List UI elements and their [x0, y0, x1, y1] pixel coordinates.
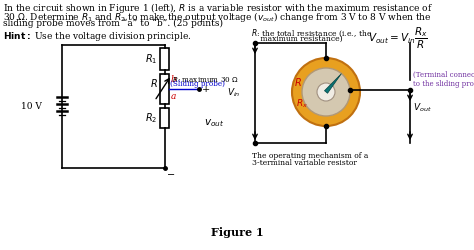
- Text: a: a: [171, 92, 176, 101]
- Text: $R$: maximum 30 $\Omega$: $R$: maximum 30 $\Omega$: [173, 75, 239, 84]
- Circle shape: [302, 68, 350, 116]
- Text: $V_{out} = V_{in}\dfrac{R_x}{R}$: $V_{out} = V_{in}\dfrac{R_x}{R}$: [368, 26, 428, 51]
- Text: (Terminal connected
to the sliding probe): (Terminal connected to the sliding probe…: [413, 71, 474, 88]
- Text: $R_2$: $R_2$: [145, 111, 157, 125]
- Text: sliding probe moves from “a” to “b”. (25 points): sliding probe moves from “a” to “b”. (25…: [3, 19, 223, 28]
- Text: $\mathbf{Hint:}$ Use the voltage division principle.: $\mathbf{Hint:}$ Use the voltage divisio…: [3, 30, 191, 43]
- Text: $R_1$: $R_1$: [145, 52, 157, 66]
- Text: −: −: [167, 170, 175, 180]
- Text: $R_x$: $R_x$: [296, 98, 308, 110]
- Text: 30 $\Omega$. Determine $R_1$ and $R_2$ to make the output voltage ($v_{out}$) ch: 30 $\Omega$. Determine $R_1$ and $R_2$ t…: [3, 10, 432, 24]
- Text: $V_{in}$: $V_{in}$: [228, 87, 241, 99]
- Text: $V_{out}$: $V_{out}$: [413, 102, 432, 115]
- Text: $v_{out}$: $v_{out}$: [204, 117, 225, 129]
- Circle shape: [292, 58, 360, 126]
- Text: In the circuit shown in Figure 1 (left), $R$ is a variable resistor with the max: In the circuit shown in Figure 1 (left),…: [3, 1, 433, 15]
- Text: +: +: [201, 84, 210, 94]
- Text: maximum resistance): maximum resistance): [251, 35, 343, 43]
- Text: $R$: $R$: [150, 77, 157, 89]
- Text: The operating mechanism of a: The operating mechanism of a: [252, 152, 368, 160]
- Bar: [161, 108, 170, 128]
- Circle shape: [317, 83, 335, 101]
- Text: 3-terminal variable resistor: 3-terminal variable resistor: [252, 159, 357, 167]
- Text: $R$: the total resistance (i.e., the: $R$: the total resistance (i.e., the: [251, 28, 372, 39]
- Text: (Sliding probe): (Sliding probe): [171, 80, 226, 88]
- Polygon shape: [325, 74, 341, 93]
- Text: $R$: $R$: [294, 76, 302, 88]
- Text: Figure 1: Figure 1: [210, 227, 264, 238]
- Text: 10 V: 10 V: [21, 102, 42, 111]
- Bar: [161, 48, 170, 70]
- Bar: [161, 74, 170, 104]
- Text: b: b: [171, 75, 176, 84]
